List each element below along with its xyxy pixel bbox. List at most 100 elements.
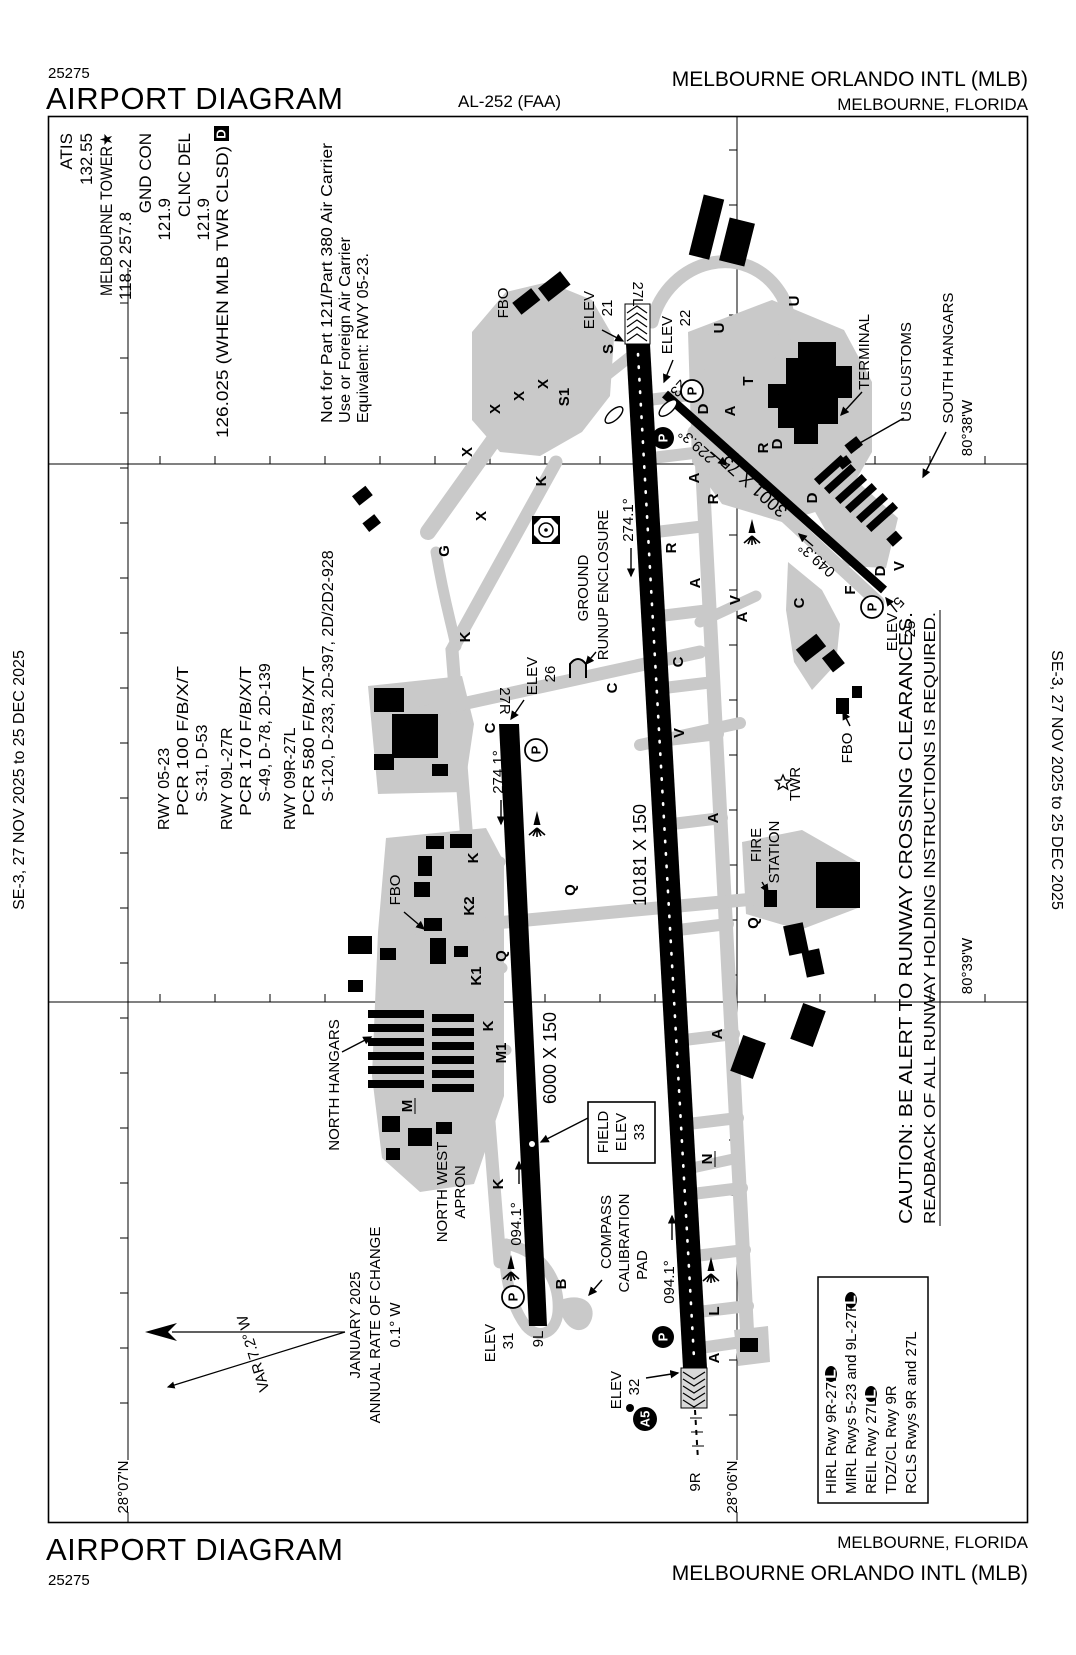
- building: [424, 918, 442, 931]
- runway-9r-heading: 094.1°: [661, 1260, 678, 1304]
- elev-26-value: 26: [542, 666, 559, 683]
- chevrons: [626, 305, 648, 342]
- taxiway-label-r: R: [755, 442, 772, 453]
- a5-circle-filled: A5: [626, 1404, 657, 1431]
- clnc-del-label: CLNC DEL: [175, 133, 194, 217]
- taxiway-label-d: D: [872, 565, 889, 576]
- p-ring: [860, 595, 884, 619]
- p-ring: [524, 738, 548, 762]
- building: [414, 882, 430, 897]
- fbo-label-north: FBO: [495, 288, 512, 319]
- building: [740, 1338, 758, 1352]
- compass-pad-arrow: [588, 1279, 603, 1297]
- taxiway-label-d: D: [695, 403, 712, 414]
- taxiway-label-f: F: [842, 585, 859, 594]
- runway-9l-number: 9L: [530, 1331, 547, 1348]
- building: [432, 764, 448, 776]
- runway-5-23-pavement: [661, 390, 888, 594]
- runway-27l-heading: 274.1°: [620, 498, 637, 542]
- terminal-building: [768, 342, 852, 444]
- hangar-row: [432, 1042, 474, 1050]
- south-hangars-arrow: [922, 431, 947, 479]
- us-customs-arrow: [849, 417, 905, 449]
- p-letter: P: [685, 386, 700, 395]
- taxiway-label-k: K: [533, 475, 550, 486]
- hangar-row: [432, 1056, 474, 1064]
- taxiway-9r-stub: [694, 1336, 748, 1354]
- lon-line-south-ticks: [159, 994, 986, 1002]
- rwy-09r27l-weights: S-120, D-233, 2D-397, 2D/2D2-928: [320, 550, 337, 802]
- building: [688, 194, 725, 260]
- taxiway-label-a: A: [686, 472, 703, 483]
- building: [821, 648, 845, 673]
- taxiway-label-m1: M1: [493, 1043, 510, 1064]
- fire-station-arrow: [760, 881, 769, 894]
- beacon-square-symbol: [532, 516, 560, 544]
- tower-freq: 118.2 257.8: [116, 212, 135, 300]
- elev-32-value: 32: [626, 1379, 643, 1396]
- tower-closed-d-symbol: D: [213, 129, 228, 138]
- p-letter: P: [656, 1332, 671, 1341]
- runway-9r-number: 9R: [687, 1472, 704, 1491]
- building: [538, 271, 571, 302]
- taxiway-letters: S S1 X X X X X G K K K K K K2 K1 Q Q Q M…: [399, 296, 908, 1364]
- taxiway-u-loop: [645, 255, 795, 375]
- facility-labels: FBO FBO FBO TERMINAL US CUSTOMS SOUTH HA…: [326, 288, 957, 1297]
- runway-9l-27r-dimensions: 6000 X 150: [540, 1012, 560, 1104]
- compass-pad-label-1: COMPASS: [598, 1195, 615, 1269]
- runup-enclosure-label-2: RUNUP ENCLOSURE: [595, 510, 612, 661]
- building: [386, 1148, 400, 1160]
- east-fbo-building: [836, 698, 849, 714]
- edition-number-top: 25275: [48, 65, 90, 82]
- taxiway-label-x: X: [459, 447, 476, 457]
- compass-pad-label-2: CALIBRATION: [616, 1194, 633, 1293]
- runway-27l-number: 27L: [629, 281, 646, 306]
- taxiway-label-k: K: [457, 631, 474, 642]
- light-beacon-icon: [528, 810, 546, 838]
- building: [886, 530, 903, 547]
- airport-name-bottom: MELBOURNE ORLANDO INTL (MLB): [672, 1562, 1028, 1585]
- field-elev-word1: FIELD: [595, 1111, 612, 1154]
- tower-closed-freq: 126.025 (WHEN MLB TWR CLSD): [213, 146, 232, 438]
- city-bottom: MELBOURNE, FLORIDA: [837, 1533, 1028, 1552]
- elev-22-arrow: [663, 359, 674, 384]
- building: [362, 514, 381, 533]
- taxiway-label-t: T: [740, 376, 757, 385]
- lon-label-south: 80°39'W: [959, 937, 976, 994]
- airport-name-top: MELBOURNE ORLANDO INTL (MLB): [672, 68, 1028, 91]
- taxiway-label-q: Q: [493, 950, 510, 962]
- p-circle-filled: P: [652, 1326, 674, 1348]
- light-beacon-icon: [702, 1256, 720, 1284]
- hangar-row: [813, 454, 847, 486]
- building: [783, 922, 809, 956]
- fire-station-label-2: STATION: [766, 821, 783, 884]
- chart-border: [47, 115, 1029, 1524]
- p-ring: [501, 1285, 525, 1309]
- building: [392, 714, 438, 758]
- taxiway-label-x: X: [473, 511, 490, 521]
- caution-note: CAUTION: BE ALERT TO RUNWAY CROSSING CLE…: [896, 610, 941, 1226]
- fbo-east-arrow: [842, 710, 851, 727]
- hangar-row: [432, 1028, 474, 1036]
- runway-9r-displaced-threshold: [680, 1367, 708, 1409]
- taxiway-label-l: L: [706, 1306, 723, 1315]
- symbols: [502, 516, 793, 1284]
- lighting-rcls: RCLS Rwys 9R and 27L: [903, 1331, 920, 1494]
- taxiway-m1-stub: [464, 1044, 512, 1062]
- taxiway-label-c: C: [413, 726, 430, 737]
- edition-number-bottom: 25275: [48, 1572, 90, 1589]
- south-hangar-rows: [813, 454, 899, 533]
- footer: AIRPORT DIAGRAM 25275 MELBOURNE, FLORIDA…: [46, 1532, 1029, 1589]
- taxiway-label-d: D: [804, 492, 821, 503]
- runup-enclosure-arrow: [585, 651, 597, 666]
- taxiway-label-f: F: [729, 452, 746, 461]
- taxiway-label-v: V: [727, 595, 744, 605]
- fire-station-building: [764, 890, 777, 907]
- runway-27r-heading: 274.1°: [490, 750, 507, 794]
- pcl-symbol-letter: L: [863, 1389, 880, 1399]
- beacon-box-corners: [533, 517, 559, 543]
- north-hangar-rows: [368, 1010, 474, 1092]
- note-line-3: Equivalent: RWY 05-23.: [355, 253, 372, 423]
- taxiway-label-u: U: [711, 323, 728, 334]
- taxiway-x-path: [420, 328, 576, 540]
